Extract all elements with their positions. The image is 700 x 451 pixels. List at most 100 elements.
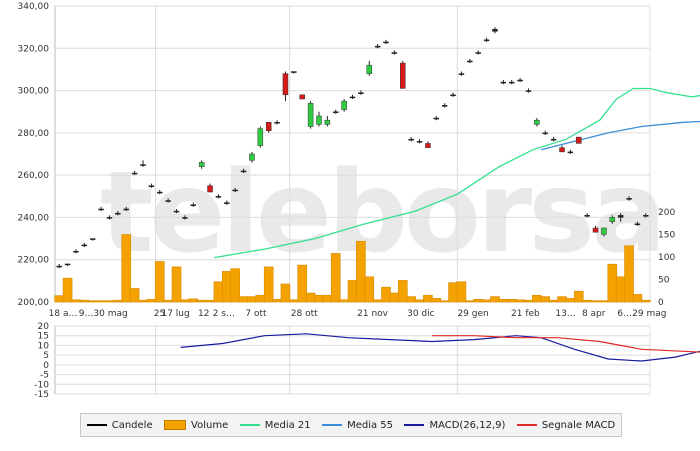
x-tick-label: 13…	[555, 309, 575, 319]
volume-bar	[205, 299, 215, 303]
x-tick-label: 12	[198, 309, 209, 319]
candle-body	[517, 79, 523, 82]
candle-body	[73, 251, 79, 253]
candle-body	[182, 217, 188, 219]
legend-swatch	[164, 420, 187, 430]
volume-bar	[372, 299, 383, 303]
volume-bar	[498, 298, 509, 303]
legend-item-macd[interactable]: MACD(26,12,9)	[404, 420, 505, 431]
chart-legend: Candele Volume Media 21 Media 55 MACD(26…	[80, 413, 622, 437]
candle-body	[274, 122, 280, 124]
legend-item-media55[interactable]: Media 55	[322, 420, 393, 431]
volume-bar	[280, 283, 291, 303]
candle-body	[391, 52, 398, 54]
candle-body	[576, 136, 582, 144]
price-tick-label: 260,00	[18, 171, 50, 181]
candle-body	[307, 103, 314, 127]
volume-bar	[79, 299, 90, 303]
legend-item-volume[interactable]: Volume	[164, 420, 228, 431]
candle-body	[609, 217, 616, 222]
legend-label: Segnale MACD	[541, 419, 616, 431]
volume-bar	[523, 299, 534, 303]
legend-swatch	[239, 424, 260, 426]
candle-body	[207, 185, 213, 193]
price-tick-label: 340,00	[18, 2, 50, 12]
candle-body	[115, 212, 121, 215]
candle-body	[215, 196, 222, 198]
volume-bar	[573, 290, 584, 303]
macd-tick-label: -10	[34, 380, 49, 390]
volume-bar	[163, 299, 173, 303]
candle-body	[349, 96, 356, 99]
volume-bar	[506, 298, 517, 303]
candle-body	[617, 215, 624, 218]
volume-bar	[465, 300, 475, 303]
candle-body	[450, 94, 456, 97]
x-tick-label: 8 apr	[582, 309, 606, 319]
volume-bar	[263, 266, 274, 303]
volume-bar	[146, 298, 157, 303]
x-tick-label: 29 gen	[457, 309, 488, 319]
candle-body	[643, 215, 649, 217]
volume-bar	[230, 268, 240, 303]
legend-item-candele[interactable]: Candele	[86, 419, 153, 431]
volume-bar	[490, 296, 500, 303]
price-tick-label: 300,00	[18, 87, 50, 97]
candle-body	[324, 119, 331, 125]
legend-swatch	[322, 424, 343, 426]
volume-bar	[565, 298, 576, 303]
volume-bar	[213, 281, 224, 303]
candle-body	[148, 185, 155, 187]
candle-body	[534, 119, 540, 125]
legend-item-segnale-macd[interactable]: Segnale MACD	[516, 419, 616, 431]
volume-bar	[557, 296, 567, 303]
volume-bar	[548, 299, 559, 303]
candle-body	[249, 153, 255, 161]
media55-line	[540, 120, 700, 151]
macd-tick-label: -15	[34, 390, 49, 400]
candle-body	[601, 227, 607, 235]
legend-item-media21[interactable]: Media 21	[239, 420, 311, 431]
candle-body	[508, 81, 515, 84]
volume-bar	[129, 288, 140, 303]
volume-bar	[322, 294, 333, 303]
candle-body	[341, 100, 347, 110]
legend-swatch	[404, 424, 425, 426]
volume-tick-label: 200	[658, 208, 675, 218]
candle-body	[400, 62, 406, 89]
price-tick-label: 220,00	[18, 256, 50, 266]
candle-body	[374, 45, 381, 48]
candle-body	[173, 210, 180, 213]
x-tick-label: 21 feb	[511, 309, 540, 319]
candle-body	[56, 265, 62, 268]
candle-body	[140, 164, 146, 166]
volume-bar	[615, 276, 626, 303]
volume-bar	[515, 299, 525, 303]
volume-bar	[339, 299, 349, 303]
candle-body	[157, 191, 163, 194]
volume-bar	[238, 296, 249, 303]
candle-body	[232, 189, 238, 192]
volume-bar	[54, 295, 64, 303]
candle-body	[89, 238, 96, 240]
candle-body	[584, 215, 590, 217]
candle-body	[366, 64, 373, 74]
x-tick-label: 25	[154, 309, 165, 319]
candle-body	[81, 244, 88, 247]
volume-bar	[104, 300, 115, 303]
candle-body	[433, 117, 440, 120]
candle-body	[190, 204, 197, 206]
volume-bar	[221, 271, 232, 303]
volume-bar	[431, 298, 442, 303]
volume-bar	[171, 266, 182, 303]
macd-tick-label: 5	[43, 351, 49, 361]
volume-bar	[347, 280, 358, 303]
legend-label: Volume	[191, 419, 229, 431]
candle-body	[98, 208, 104, 211]
candle-body	[500, 81, 507, 84]
candle-body	[282, 73, 289, 96]
legend-label: Candele	[111, 419, 153, 431]
volume-bar	[456, 281, 467, 303]
volume-bar	[289, 299, 299, 303]
volume-bar	[247, 296, 257, 303]
